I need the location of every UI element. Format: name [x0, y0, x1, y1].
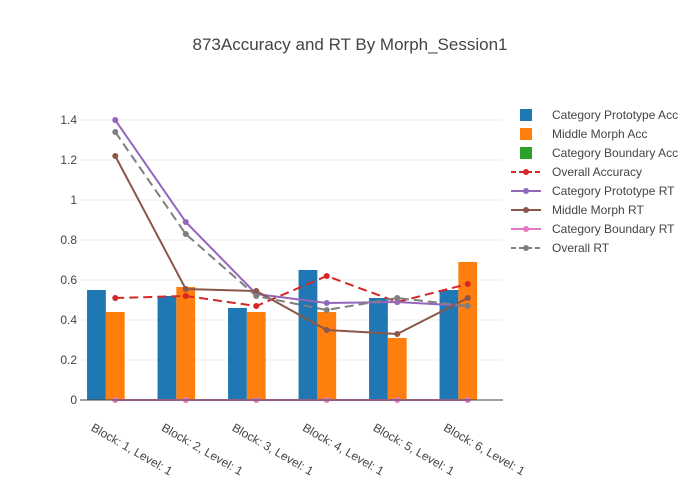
bar-middle-morph-acc: [317, 312, 337, 400]
legend-swatch-point: [523, 169, 529, 175]
point-middle-morph-rt: [323, 327, 330, 333]
point-overall-rt: [112, 129, 119, 135]
y-tick-label: 0.2: [60, 353, 77, 367]
point-middle-morph-rt: [182, 286, 189, 292]
point-category-prototype-rt: [112, 117, 119, 123]
line-overall-accuracy: [115, 274, 468, 308]
bar-category-prototype-acc: [157, 296, 177, 400]
bar-category-prototype-acc: [298, 270, 318, 400]
point-middle-morph-rt: [112, 153, 119, 159]
legend-swatch-point: [523, 207, 529, 213]
point-overall-rt: [394, 295, 401, 301]
point-overall-rt: [464, 303, 471, 309]
point-middle-morph-rt: [394, 331, 401, 337]
bar-middle-morph-acc: [176, 287, 196, 400]
bars: [87, 262, 478, 400]
series-lines: [112, 117, 471, 403]
legend-swatch-point: [523, 188, 529, 194]
legend-label: Category Boundary Acc: [552, 146, 678, 160]
legend-swatch-point: [523, 245, 529, 251]
bar-middle-morph-acc: [105, 312, 125, 400]
point-overall-accuracy: [253, 303, 260, 309]
y-axis-ticks: 0 0.2 0.4 0.6 0.8 1 1.2 1.4: [60, 113, 77, 407]
legend: Category Prototype Acc Middle Morph Acc Ca…: [511, 108, 678, 255]
bar-middle-morph-acc: [246, 312, 266, 400]
bar-category-prototype-acc: [439, 290, 459, 400]
point-category-prototype-rt: [323, 300, 330, 306]
point-middle-morph-rt: [253, 288, 260, 294]
line-category-prototype-rt: [114, 119, 468, 307]
point-overall-rt: [253, 293, 260, 299]
point-overall-rt: [182, 231, 189, 237]
bar-category-prototype-acc: [87, 290, 106, 400]
point-overall-accuracy: [464, 281, 471, 287]
y-tick-label: 1.2: [60, 153, 77, 167]
legend-label: Category Prototype RT: [552, 184, 675, 198]
legend-label: Overall RT: [552, 241, 610, 255]
point-overall-accuracy: [112, 295, 119, 301]
bar-category-prototype-acc: [228, 308, 247, 400]
legend-label: Overall Accuracy: [552, 165, 642, 179]
legend-swatch-point: [523, 226, 529, 232]
point-middle-morph-rt: [464, 295, 471, 301]
y-tick-label: 0: [70, 393, 77, 407]
point-category-prototype-rt: [182, 219, 189, 225]
bar-middle-morph-acc: [458, 262, 478, 400]
gridlines: [80, 119, 503, 361]
line-middle-morph-rt: [114, 155, 469, 336]
chart-title: 873Accuracy and RT By Morph_Session1: [193, 35, 508, 54]
y-tick-label: 1.4: [60, 113, 77, 127]
y-tick-label: 1: [70, 193, 77, 207]
point-overall-accuracy: [323, 273, 330, 279]
legend-swatch: [520, 147, 532, 159]
legend-label: Category Prototype Acc: [552, 108, 678, 122]
point-overall-rt: [323, 307, 330, 313]
legend-label: Middle Morph RT: [552, 203, 644, 217]
bar-category-prototype-acc: [369, 298, 388, 400]
line-overall-rt: [114, 131, 468, 312]
legend-swatch: [520, 109, 532, 121]
y-tick-label: 0.8: [60, 233, 77, 247]
point-overall-accuracy: [182, 293, 189, 299]
legend-label: Middle Morph Acc: [552, 127, 647, 141]
legend-swatch: [520, 128, 532, 140]
legend-label: Category Boundary RT: [552, 222, 675, 236]
y-tick-label: 0.4: [60, 313, 77, 327]
bar-middle-morph-acc: [387, 338, 407, 400]
y-tick-label: 0.6: [60, 273, 77, 287]
